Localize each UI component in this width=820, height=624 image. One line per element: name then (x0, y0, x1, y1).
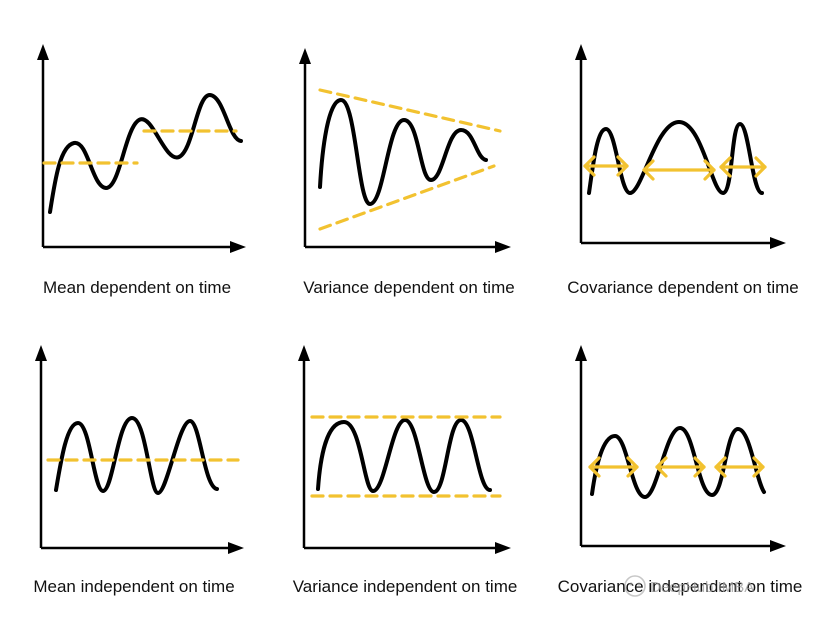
axes (37, 44, 246, 253)
time-series-curve (587, 120, 764, 195)
watermark-logo-icon (624, 575, 646, 597)
time-series-curve (318, 98, 488, 206)
caption-mean-dependent: Mean dependent on time (43, 278, 231, 297)
watermark-text: DeepHub IMBA (650, 579, 754, 596)
panel-variance-independent (298, 345, 511, 554)
time-series-curve (590, 426, 766, 499)
caption-covariance-dependent: Covariance dependent on time (567, 278, 799, 297)
variance-envelope-upper (318, 88, 502, 133)
time-series-curve (54, 416, 219, 495)
variance-envelope-lower (318, 164, 496, 231)
caption-covariance-independent: Covariance independent on time (558, 577, 803, 596)
panel-mean-dependent (37, 44, 246, 253)
watermark: DeepHub IMBA (624, 575, 754, 597)
lag-arrow (583, 155, 629, 177)
time-series-curve (48, 93, 243, 214)
axes (299, 48, 511, 253)
lag-arrow (642, 159, 716, 181)
axes (35, 345, 244, 554)
caption-mean-independent: Mean independent on time (33, 577, 234, 596)
lag-arrow (714, 456, 765, 478)
caption-variance-independent: Variance independent on time (293, 577, 518, 596)
caption-variance-dependent: Variance dependent on time (303, 278, 514, 297)
lag-arrow (719, 156, 767, 178)
lag-arrow (588, 456, 639, 478)
axes (575, 345, 786, 552)
panel-covariance-independent (575, 345, 786, 552)
axes (575, 44, 786, 249)
time-series-curve (316, 418, 492, 494)
panel-mean-independent (35, 345, 244, 554)
lag-arrow (655, 456, 706, 478)
panel-variance-dependent (299, 48, 511, 253)
axes (298, 345, 511, 554)
panel-covariance-dependent (575, 44, 786, 249)
